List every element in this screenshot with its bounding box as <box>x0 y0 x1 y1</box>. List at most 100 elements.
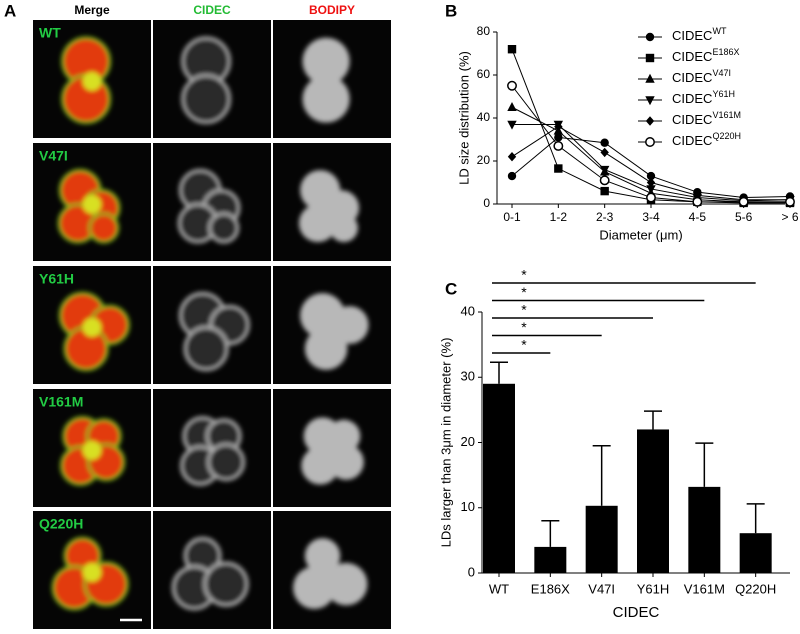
legend-name: CIDEC <box>672 70 712 85</box>
error-bar <box>644 410 662 430</box>
cidec-signal <box>181 74 231 124</box>
y-tick-label: 80 <box>477 24 491 38</box>
bar <box>585 505 618 573</box>
x-tick-label: V161M <box>684 581 725 596</box>
y-tick-label: 40 <box>461 303 475 318</box>
cidec-signal <box>208 212 240 244</box>
cell-image <box>51 536 129 611</box>
marker <box>507 102 517 111</box>
marker <box>554 133 563 142</box>
bar <box>637 429 669 573</box>
marker <box>645 116 655 126</box>
marker <box>507 152 517 162</box>
panel-label: C <box>445 279 457 298</box>
error-bar <box>541 520 560 547</box>
lipid-droplet <box>329 213 358 243</box>
contact-site <box>82 562 102 582</box>
row-label: WT <box>39 25 61 41</box>
significance-star: * <box>521 284 527 300</box>
x-tick-label: 4-5 <box>689 210 707 224</box>
x-tick-label: WT <box>489 581 509 596</box>
significance-star: * <box>521 267 527 283</box>
cidec-signal <box>203 561 249 607</box>
y-axis-label: LD size distribution (%) <box>456 51 471 185</box>
marker <box>646 192 656 203</box>
marker <box>646 185 656 195</box>
x-axis-label: Diameter (μm) <box>599 227 682 242</box>
legend-superscript: WT <box>712 26 726 36</box>
y-tick-label: 0 <box>468 564 475 579</box>
x-tick-label: 1-2 <box>550 210 568 224</box>
row-label: Y61H <box>39 271 74 287</box>
legend-name: CIDEC <box>672 49 712 64</box>
lipid-droplet <box>304 327 348 370</box>
y-tick-label: 60 <box>477 67 491 81</box>
marker <box>738 196 749 207</box>
x-tick-label: > 6 <box>781 210 798 224</box>
marker <box>599 175 610 186</box>
y-tick-label: 20 <box>477 153 491 167</box>
legend-superscript: Y61H <box>712 89 735 99</box>
marker <box>554 164 563 173</box>
cell-image <box>57 168 121 244</box>
cell-image <box>61 36 112 125</box>
marker <box>600 186 609 196</box>
lipid-droplet <box>327 419 361 453</box>
column-header: BODIPY <box>309 3 355 17</box>
contact-site <box>82 194 102 214</box>
row-label: V161M <box>39 394 83 410</box>
y-axis-label: LDs larger than 3μm in diameter (%) <box>438 338 453 548</box>
row-label: Q220H <box>39 516 83 532</box>
lipid-droplet <box>302 75 350 123</box>
lipid-droplet <box>304 538 341 574</box>
marker <box>600 138 609 147</box>
legend-name: CIDEC <box>672 91 712 106</box>
legend-label: CIDECV47I <box>672 68 731 85</box>
micrograph-grid <box>33 20 391 629</box>
cidec-signal <box>88 212 120 244</box>
cell-image <box>178 291 250 372</box>
legend-label: CIDECWT <box>672 26 727 43</box>
panel-label: B <box>445 1 457 20</box>
y-tick-label: 30 <box>461 369 475 384</box>
cell-image <box>180 416 246 486</box>
legend-label: CIDECQ220H <box>672 131 741 148</box>
cell-image <box>301 417 364 485</box>
cidec-signal <box>86 442 126 482</box>
x-tick-label: 3-4 <box>642 210 660 224</box>
lipid-droplet <box>64 327 108 370</box>
marker <box>785 196 795 207</box>
bar <box>534 546 567 573</box>
x-tick-label: Y61H <box>637 581 670 596</box>
cell-image <box>181 36 231 124</box>
legend-superscript: E186X <box>712 47 739 57</box>
lipid-droplet <box>293 566 336 609</box>
x-tick-label: 2-3 <box>596 210 614 224</box>
marker <box>646 177 656 188</box>
lipid-droplet <box>328 444 364 480</box>
contact-site <box>82 440 102 460</box>
legend-name: CIDEC <box>672 133 712 148</box>
x-tick-label: 5-6 <box>735 210 753 224</box>
marker <box>645 137 655 147</box>
error-bar <box>592 445 611 506</box>
marker <box>507 171 517 181</box>
legend-superscript: V161M <box>712 110 741 120</box>
x-axis-label: CIDEC <box>613 604 660 621</box>
y-tick-label: 40 <box>477 110 491 124</box>
x-tick-label: V47I <box>588 581 615 596</box>
significance-star: * <box>521 337 527 353</box>
marker <box>645 53 655 63</box>
legend-label: CIDECE186X <box>672 47 739 64</box>
cell-image <box>58 291 131 372</box>
cell-image <box>177 168 241 244</box>
cidec-signal <box>183 326 229 372</box>
marker <box>692 196 703 207</box>
contact-site <box>82 71 102 91</box>
marker <box>507 80 517 91</box>
cidec-signal <box>83 561 129 607</box>
column-header: Merge <box>74 3 110 17</box>
marker <box>507 45 517 54</box>
lipid-droplet <box>302 37 350 85</box>
